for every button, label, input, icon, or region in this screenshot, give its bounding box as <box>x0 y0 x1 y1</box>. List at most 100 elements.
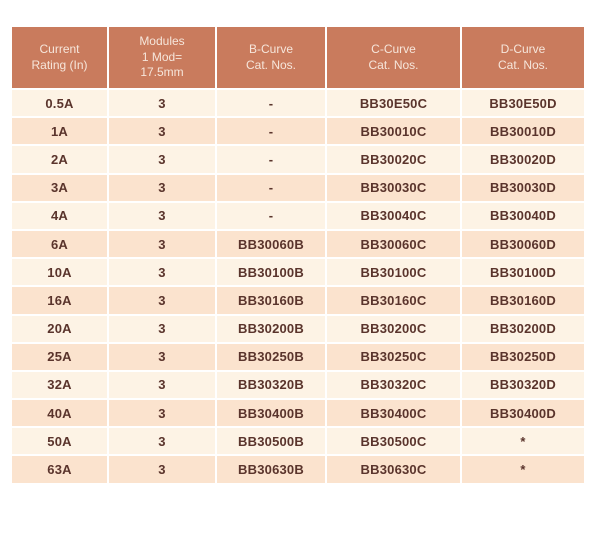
cell-modules: 3 <box>107 87 217 119</box>
cell-b-curve: BB30500B <box>215 426 327 457</box>
cell-b-curve: BB30160B <box>215 285 327 316</box>
cell-modules: 3 <box>107 144 217 175</box>
cell-c-curve: BB30020C <box>325 144 462 175</box>
cell-modules: 3 <box>107 285 217 316</box>
header-b-curve: B-Curve Cat. Nos. <box>215 25 327 90</box>
table-row: 20A 3 BB30200B BB30200C BB30200D <box>10 313 586 344</box>
cell-b-curve: BB30100B <box>215 257 327 288</box>
header-row: Current Rating (In) Modules 1 Mod= 17.5m… <box>10 25 586 90</box>
cell-b-curve: - <box>215 116 327 147</box>
header-modules-line2: 1 Mod= <box>141 49 183 64</box>
cell-rating: 10A <box>10 257 109 288</box>
header-b-curve-line2: Cat. Nos. <box>245 57 296 72</box>
table-row: 25A 3 BB30250B BB30250C BB30250D <box>10 341 586 372</box>
cell-rating: 0.5A <box>10 87 109 119</box>
cell-rating: 50A <box>10 426 109 457</box>
cell-modules: 3 <box>107 398 217 429</box>
header-current-rating: Current Rating (In) <box>10 25 109 90</box>
cell-c-curve: BB30160C <box>325 285 462 316</box>
header-current-rating-line1: Current <box>39 41 80 56</box>
cell-b-curve: - <box>215 200 327 231</box>
header-d-curve-line2: Cat. Nos. <box>497 57 548 72</box>
header-d-curve-line1: D-Curve <box>500 41 546 56</box>
cell-rating: 32A <box>10 369 109 401</box>
cell-c-curve: BB30030C <box>325 172 462 203</box>
cell-b-curve: - <box>215 87 327 119</box>
cell-rating: 2A <box>10 144 109 175</box>
cell-d-curve: BB30250D <box>460 341 586 372</box>
cell-d-curve: BB30200D <box>460 313 586 344</box>
cell-c-curve: BB30010C <box>325 116 462 147</box>
cell-b-curve: - <box>215 144 327 175</box>
cell-d-curve: BB30040D <box>460 200 586 231</box>
cell-d-curve: BB30400D <box>460 398 586 429</box>
cell-b-curve: BB30060B <box>215 228 327 260</box>
cell-c-curve: BB30630C <box>325 454 462 485</box>
table-row: 63A 3 BB30630B BB30630C * <box>10 454 586 485</box>
cell-b-curve: BB30400B <box>215 398 327 429</box>
cell-modules: 3 <box>107 426 217 457</box>
cell-rating: 63A <box>10 454 109 485</box>
table-row: 1A 3 - BB30010C BB30010D <box>10 116 586 147</box>
table-row: 2A 3 - BB30020C BB30020D <box>10 144 586 175</box>
cell-c-curve: BB30400C <box>325 398 462 429</box>
cell-rating: 1A <box>10 116 109 147</box>
cell-d-curve: BB30100D <box>460 257 586 288</box>
cell-modules: 3 <box>107 369 217 401</box>
cell-rating: 6A <box>10 228 109 260</box>
cell-modules: 3 <box>107 454 217 485</box>
cell-modules: 3 <box>107 200 217 231</box>
table-row: 0.5A 3 - BB30E50C BB30E50D <box>10 87 586 119</box>
cell-d-curve: * <box>460 454 586 485</box>
cell-d-curve: BB30010D <box>460 116 586 147</box>
header-c-curve-line2: Cat. Nos. <box>368 57 419 72</box>
cell-d-curve: BB30020D <box>460 144 586 175</box>
cell-d-curve: BB30060D <box>460 228 586 260</box>
cell-b-curve: BB30200B <box>215 313 327 344</box>
header-c-curve: C-Curve Cat. Nos. <box>325 25 462 90</box>
cell-b-curve: BB30630B <box>215 454 327 485</box>
cell-rating: 4A <box>10 200 109 231</box>
table-row: 40A 3 BB30400B BB30400C BB30400D <box>10 398 586 429</box>
cell-c-curve: BB30100C <box>325 257 462 288</box>
cell-rating: 16A <box>10 285 109 316</box>
cell-c-curve: BB30320C <box>325 369 462 401</box>
cell-modules: 3 <box>107 116 217 147</box>
cell-b-curve: - <box>215 172 327 203</box>
cell-c-curve: BB30500C <box>325 426 462 457</box>
table-row: 3A 3 - BB30030C BB30030D <box>10 172 586 203</box>
header-modules-line1: Modules <box>139 34 185 49</box>
cell-d-curve: BB30030D <box>460 172 586 203</box>
cell-c-curve: BB30040C <box>325 200 462 231</box>
header-modules-line3: 17.5mm <box>140 65 184 80</box>
cell-c-curve: BB30E50C <box>325 87 462 119</box>
cell-c-curve: BB30250C <box>325 341 462 372</box>
cell-modules: 3 <box>107 172 217 203</box>
cell-d-curve: BB30160D <box>460 285 586 316</box>
cell-c-curve: BB30060C <box>325 228 462 260</box>
cell-c-curve: BB30200C <box>325 313 462 344</box>
header-c-curve-line1: C-Curve <box>371 41 416 56</box>
cell-d-curve: BB30320D <box>460 369 586 401</box>
cell-d-curve: BB30E50D <box>460 87 586 119</box>
table-row: 4A 3 - BB30040C BB30040D <box>10 200 586 231</box>
table-row: 10A 3 BB30100B BB30100C BB30100D <box>10 257 586 288</box>
cell-modules: 3 <box>107 341 217 372</box>
cell-d-curve: * <box>460 426 586 457</box>
cell-rating: 40A <box>10 398 109 429</box>
cell-rating: 20A <box>10 313 109 344</box>
cell-b-curve: BB30250B <box>215 341 327 372</box>
cell-rating: 3A <box>10 172 109 203</box>
header-current-rating-line2: Rating (In) <box>31 57 88 72</box>
cell-rating: 25A <box>10 341 109 372</box>
mcb-catalog-table: Current Rating (In) Modules 1 Mod= 17.5m… <box>10 25 586 485</box>
cell-modules: 3 <box>107 257 217 288</box>
header-b-curve-line1: B-Curve <box>248 41 293 56</box>
cell-modules: 3 <box>107 228 217 260</box>
table-row: 32A 3 BB30320B BB30320C BB30320D <box>10 369 586 401</box>
cell-b-curve: BB30320B <box>215 369 327 401</box>
table-row: 6A 3 BB30060B BB30060C BB30060D <box>10 228 586 260</box>
table-row: 50A 3 BB30500B BB30500C * <box>10 426 586 457</box>
header-modules: Modules 1 Mod= 17.5mm <box>107 25 217 90</box>
